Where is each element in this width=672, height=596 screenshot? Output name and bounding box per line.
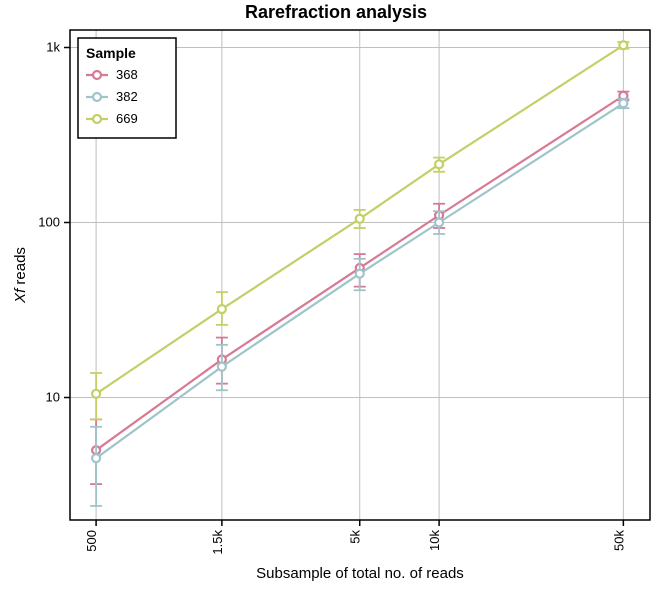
x-tick-label: 50k	[611, 530, 626, 551]
x-tick-label: 5k	[348, 530, 363, 544]
chart-svg: 500 1.5k 5k 10k 50k 10 100 1k Subsample of total…	[0, 0, 672, 596]
series-marker	[92, 454, 100, 462]
x-tick-label: 10k	[427, 530, 442, 551]
legend-swatch-marker	[93, 115, 101, 123]
series-marker	[356, 270, 364, 278]
series-marker	[435, 219, 443, 227]
series-marker	[92, 390, 100, 398]
legend-title: Sample	[86, 45, 136, 61]
y-tick-label: 1k	[46, 40, 60, 55]
x-axis-label: Subsample of total no. of reads	[256, 565, 464, 582]
legend-swatch-marker	[93, 93, 101, 101]
legend-label: 382	[116, 89, 138, 104]
series-marker	[435, 160, 443, 168]
y-axis-label: Xf reads	[12, 247, 29, 304]
legend-label: 368	[116, 67, 138, 82]
series-marker	[619, 99, 627, 107]
legend-swatch-marker	[93, 71, 101, 79]
series-marker	[218, 305, 226, 313]
y-tick-label: 10	[46, 390, 60, 405]
series-marker	[619, 41, 627, 49]
legend-label: 669	[116, 111, 138, 126]
x-tick-label: 1.5k	[210, 530, 225, 555]
chart-container: Rarefraction analysis 500 1.5k 5k 10k 50k 10 1…	[0, 0, 672, 596]
y-tick-label: 100	[38, 215, 60, 230]
series-marker	[218, 363, 226, 371]
series-marker	[356, 215, 364, 223]
x-tick-label: 500	[84, 530, 99, 552]
chart-title: Rarefraction analysis	[0, 2, 672, 23]
